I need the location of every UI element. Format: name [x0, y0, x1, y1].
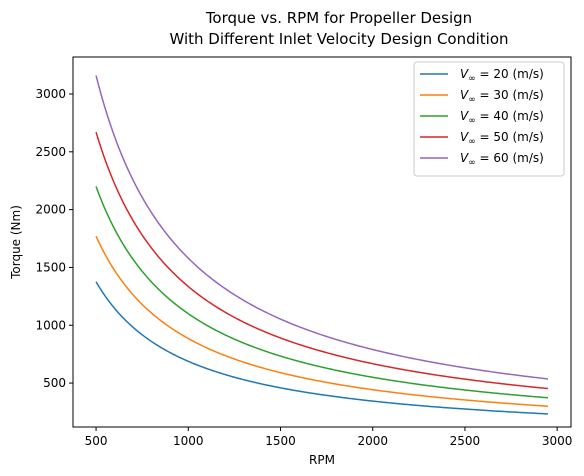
- x-tick-label: 500: [85, 434, 108, 448]
- legend-label-4: V∞ = 50 (m/s): [460, 130, 544, 147]
- legend-label-1: V∞ = 20 (m/s): [460, 67, 544, 84]
- plot-lines: [95, 75, 549, 415]
- legend-box: [413, 61, 565, 177]
- y-tick-label: 500: [43, 376, 66, 390]
- legend: V∞ = 20 (m/s) V∞ = 30 (m/s) V∞ = 40 (m/s) V…: [413, 61, 565, 177]
- y-tick-label: 1500: [35, 260, 66, 274]
- y-tick-label: 1000: [35, 318, 66, 332]
- y-tick-label: 3000: [35, 87, 66, 101]
- series-line-1: [95, 281, 548, 415]
- series-line-5: [95, 75, 549, 380]
- series-line-4: [95, 131, 549, 390]
- chart-title-line2: With Different Inlet Velocity Design Con…: [169, 30, 508, 48]
- series-line-3: [95, 186, 549, 399]
- x-axis-label: RPM: [309, 453, 335, 467]
- legend-label-3: V∞ = 40 (m/s): [460, 109, 544, 126]
- chart-title-line1: Torque vs. RPM for Propeller Design: [205, 9, 472, 27]
- y-axis-label: Torque (Nm): [9, 205, 23, 280]
- x-tick-label: 2500: [450, 434, 481, 448]
- x-tick-label: 3000: [542, 434, 573, 448]
- y-axis: 500 1000 1500 2000 2500 3000: [35, 87, 73, 390]
- x-tick-label: 1000: [173, 434, 204, 448]
- x-tick-label: 1500: [265, 434, 296, 448]
- x-axis: 500 1000 1500 2000 2500 3000: [85, 427, 573, 448]
- y-tick-label: 2000: [35, 203, 66, 217]
- y-tick-label: 2500: [35, 145, 66, 159]
- plot-frame: [72, 56, 572, 428]
- legend-label-5: V∞ = 60 (m/s): [460, 151, 544, 168]
- x-tick-label: 2000: [357, 434, 388, 448]
- series-line-2: [95, 235, 548, 407]
- legend-label-2: V∞ = 30 (m/s): [460, 88, 544, 105]
